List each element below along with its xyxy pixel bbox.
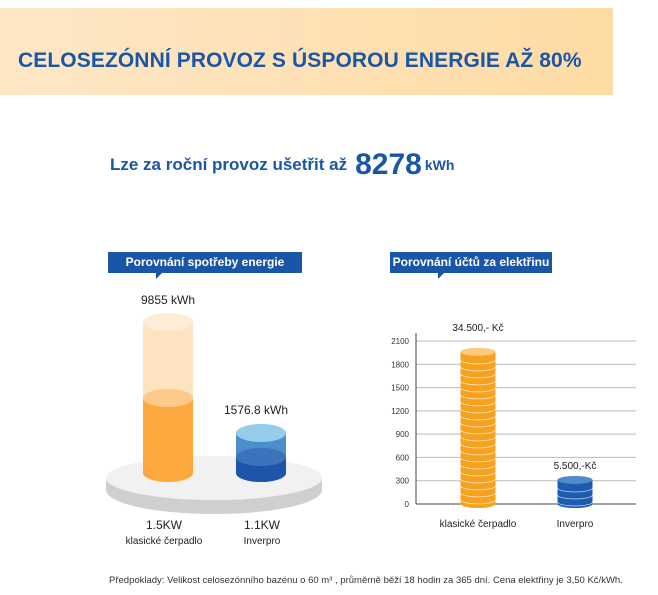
y-tick-label: 0	[405, 500, 410, 509]
y-tick-label: 600	[396, 453, 410, 462]
energy-value-label-0: 9855 kWh	[140, 293, 196, 307]
bill-chart-title: Porovnání účtů za elektřinu	[390, 252, 552, 279]
savings-unit: kWh	[424, 157, 455, 173]
bill-value-label-0: 34.500,- Kč	[452, 323, 504, 334]
platform	[106, 456, 322, 514]
bill-bar-1	[557, 475, 593, 508]
bill-bar-0	[460, 347, 496, 508]
energy-power-0: 1.5KW	[145, 518, 183, 532]
page-title: CELOSEZÓNNÍ PROVOZ S ÚSPOROU ENERGIE AŽ …	[18, 49, 582, 72]
savings-text: Lze za roční provoz ušetřit až	[110, 155, 348, 174]
energy-bar-1	[236, 424, 286, 482]
y-tick-label: 1500	[391, 384, 409, 393]
y-tick-label: 900	[396, 430, 410, 439]
footnote: Předpoklady: Velikost celosezónního bazé…	[109, 575, 623, 586]
energy-chart-title: Porovnání spotřeby energie	[108, 252, 302, 279]
y-tick-label: 2100	[391, 337, 409, 346]
energy-value-label-1: 1576.8 kWh	[223, 403, 289, 417]
bill-value-label-1: 5.500,-Kč	[553, 461, 597, 472]
energy-category-0: klasické čerpadlo	[125, 536, 203, 547]
bill-category-0: klasické čerpadlo	[439, 519, 517, 530]
energy-category-1: Inverpro	[243, 536, 281, 547]
savings-value: 8278	[355, 148, 422, 181]
y-tick-label: 1800	[391, 360, 409, 369]
bill-category-1: Inverpro	[556, 519, 594, 530]
energy-bar-0	[143, 313, 193, 482]
y-tick-label: 1200	[391, 407, 409, 416]
savings-headline: Lze za roční provoz ušetřit až 8278 kWh	[110, 148, 454, 182]
y-tick-label: 300	[396, 477, 410, 486]
energy-power-1: 1.1KW	[243, 518, 281, 532]
header-banner: CELOSEZÓNNÍ PROVOZ S ÚSPOROU ENERGIE AŽ …	[0, 8, 613, 95]
